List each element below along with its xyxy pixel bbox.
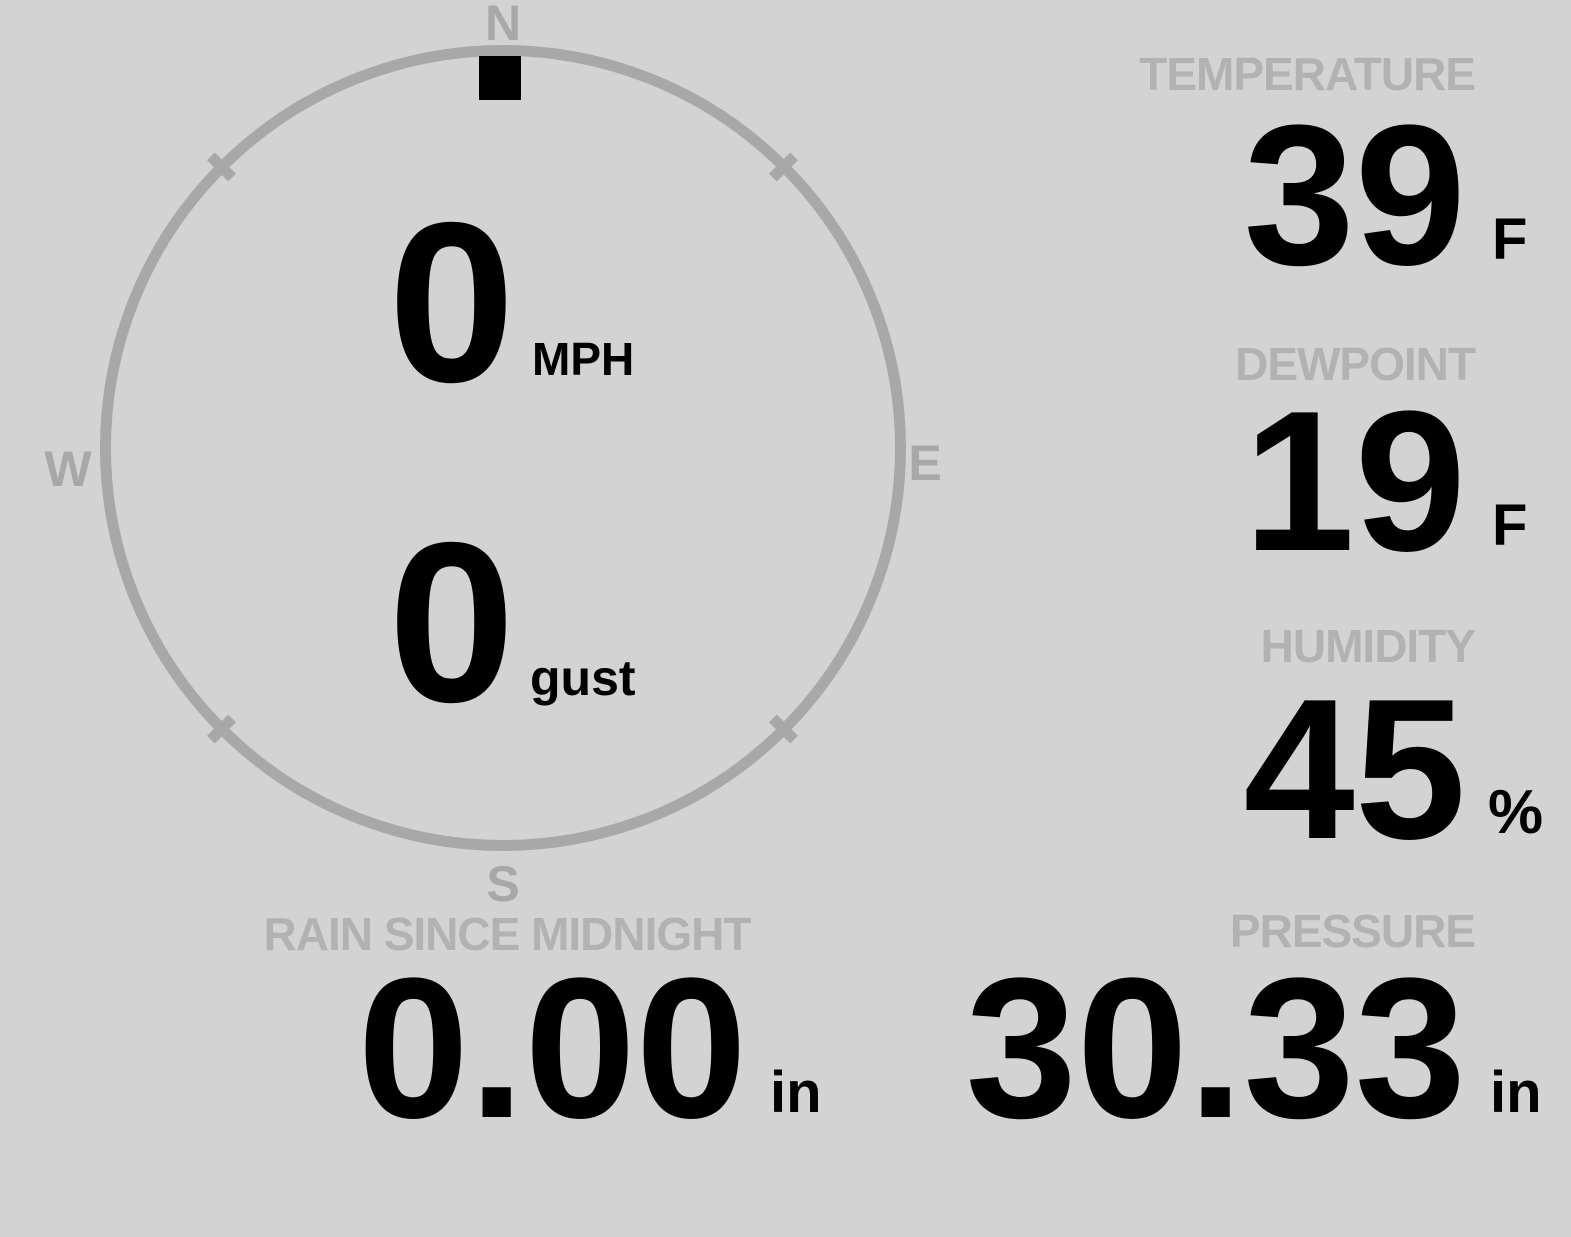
temperature-label: TEMPERATURE [1139,48,1476,100]
temperature-value: 39 [1243,84,1466,307]
dewpoint-label: DEWPOINT [1235,338,1476,390]
rain-since-midnight-unit: in [770,1060,822,1125]
compass-label-south: S [486,856,520,912]
pressure-unit: in [1490,1060,1542,1125]
rain-since-midnight-label: RAIN SINCE MIDNIGHT [263,908,752,960]
rain-since-midnight-value: 0.00 [357,937,747,1160]
wind-speed-value: 0 [388,176,515,430]
humidity-value: 45 [1243,658,1466,881]
compass-label-east: E [908,435,942,491]
dewpoint-unit: F [1492,493,1528,558]
pressure-value: 30.33 [965,937,1467,1160]
wind-gust-unit: gust [530,650,636,706]
wind-direction-marker [479,56,521,100]
humidity-unit: % [1488,778,1544,847]
wind-gust-value: 0 [388,496,515,750]
wind-speed-unit: MPH [532,333,635,385]
wind-compass-dial [100,45,906,851]
temperature-unit: F [1492,207,1528,272]
humidity-label: HUMIDITY [1260,620,1476,672]
compass-label-north: N [484,0,522,51]
dewpoint-value: 19 [1243,370,1466,593]
compass-label-west: W [44,441,92,497]
pressure-label: PRESSURE [1229,905,1476,957]
